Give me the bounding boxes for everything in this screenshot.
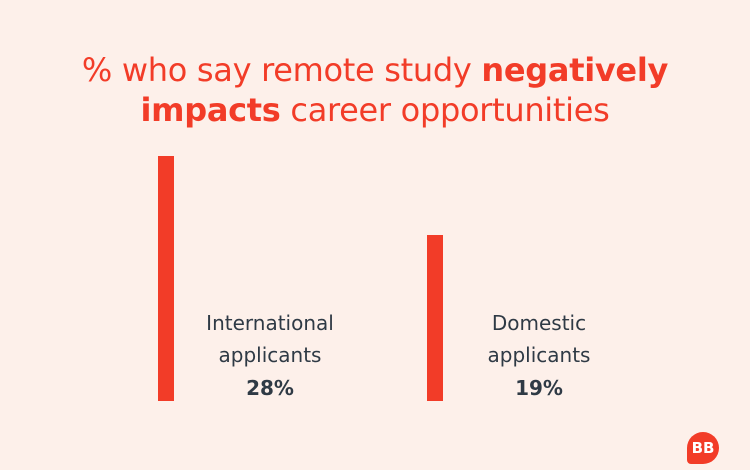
logo: BB <box>687 432 719 464</box>
category-label: Domestic applicants <box>487 311 591 367</box>
value-label: 19% <box>515 376 563 400</box>
value-label: 28% <box>246 376 294 400</box>
chart-title: % who say remote study negatively impacts… <box>0 50 750 130</box>
title-run: career opportunities <box>280 91 610 129</box>
category-label: International applicants <box>206 311 334 367</box>
bar <box>427 234 443 401</box>
bar <box>158 156 174 401</box>
title-run: impacts <box>140 91 281 129</box>
title-run: negatively <box>481 51 669 89</box>
title-run: % who say remote study <box>81 51 482 89</box>
